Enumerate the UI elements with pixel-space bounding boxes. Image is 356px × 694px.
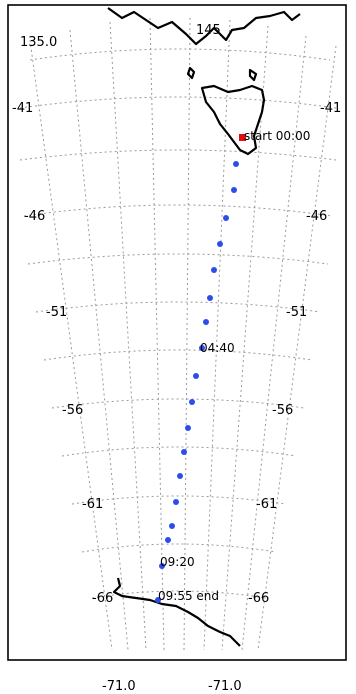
track-point	[169, 523, 175, 529]
track-point	[173, 499, 179, 505]
australia-coastline	[107, 7, 301, 46]
svg-text:-66: -66	[92, 591, 113, 606]
svg-text:-56: -56	[62, 403, 83, 418]
map-frame	[7, 4, 347, 661]
track-point	[233, 161, 239, 167]
svg-text:-51: -51	[46, 305, 67, 320]
tasmania-coastline	[200, 84, 266, 156]
track-point	[211, 267, 217, 273]
flinders-island	[248, 68, 258, 82]
track-label-0440: 04:40	[200, 341, 235, 355]
graticule-latitude	[19, 48, 337, 599]
track-point	[185, 425, 191, 431]
track-point	[217, 241, 223, 247]
svg-text:-46: -46	[306, 209, 327, 224]
latitude-labels: -41 -41 -46 -46 -51 -51 -56 -56 -61 -61 …	[12, 101, 341, 606]
lon-label-top-left: 135.0	[20, 35, 57, 50]
svg-text:-56: -56	[272, 403, 293, 418]
track-point	[207, 295, 213, 301]
track-point	[159, 563, 165, 569]
track-point	[155, 597, 161, 603]
track-point	[189, 399, 195, 405]
track-point	[199, 345, 205, 351]
svg-text:-41: -41	[320, 101, 341, 116]
lon-label-top-center: 145	[196, 23, 221, 38]
svg-text:-41: -41	[12, 101, 33, 116]
track-label-start: start 00:00	[244, 129, 310, 143]
svg-text:-66: -66	[248, 591, 269, 606]
track-point	[181, 449, 187, 455]
lon-label-bottom-right: -71.0	[208, 679, 242, 694]
graticule-meridians	[29, 17, 337, 651]
track-point	[231, 187, 237, 193]
track-points	[155, 161, 239, 603]
track-point	[165, 537, 171, 543]
svg-text:-61: -61	[82, 497, 103, 512]
track-point	[177, 473, 183, 479]
svg-text:-61: -61	[256, 497, 277, 512]
track-point	[193, 373, 199, 379]
svg-text:-46: -46	[24, 209, 45, 224]
track-label-end: 09:55 end	[158, 589, 219, 603]
king-island	[186, 66, 196, 80]
lon-label-bottom-left: -71.0	[102, 679, 136, 694]
track-point	[223, 215, 229, 221]
track-label-0920: 09:20	[160, 555, 195, 569]
track-point	[203, 319, 209, 325]
start-marker	[239, 134, 246, 141]
svg-text:-51: -51	[286, 305, 307, 320]
antarctica-coastline	[112, 577, 241, 647]
